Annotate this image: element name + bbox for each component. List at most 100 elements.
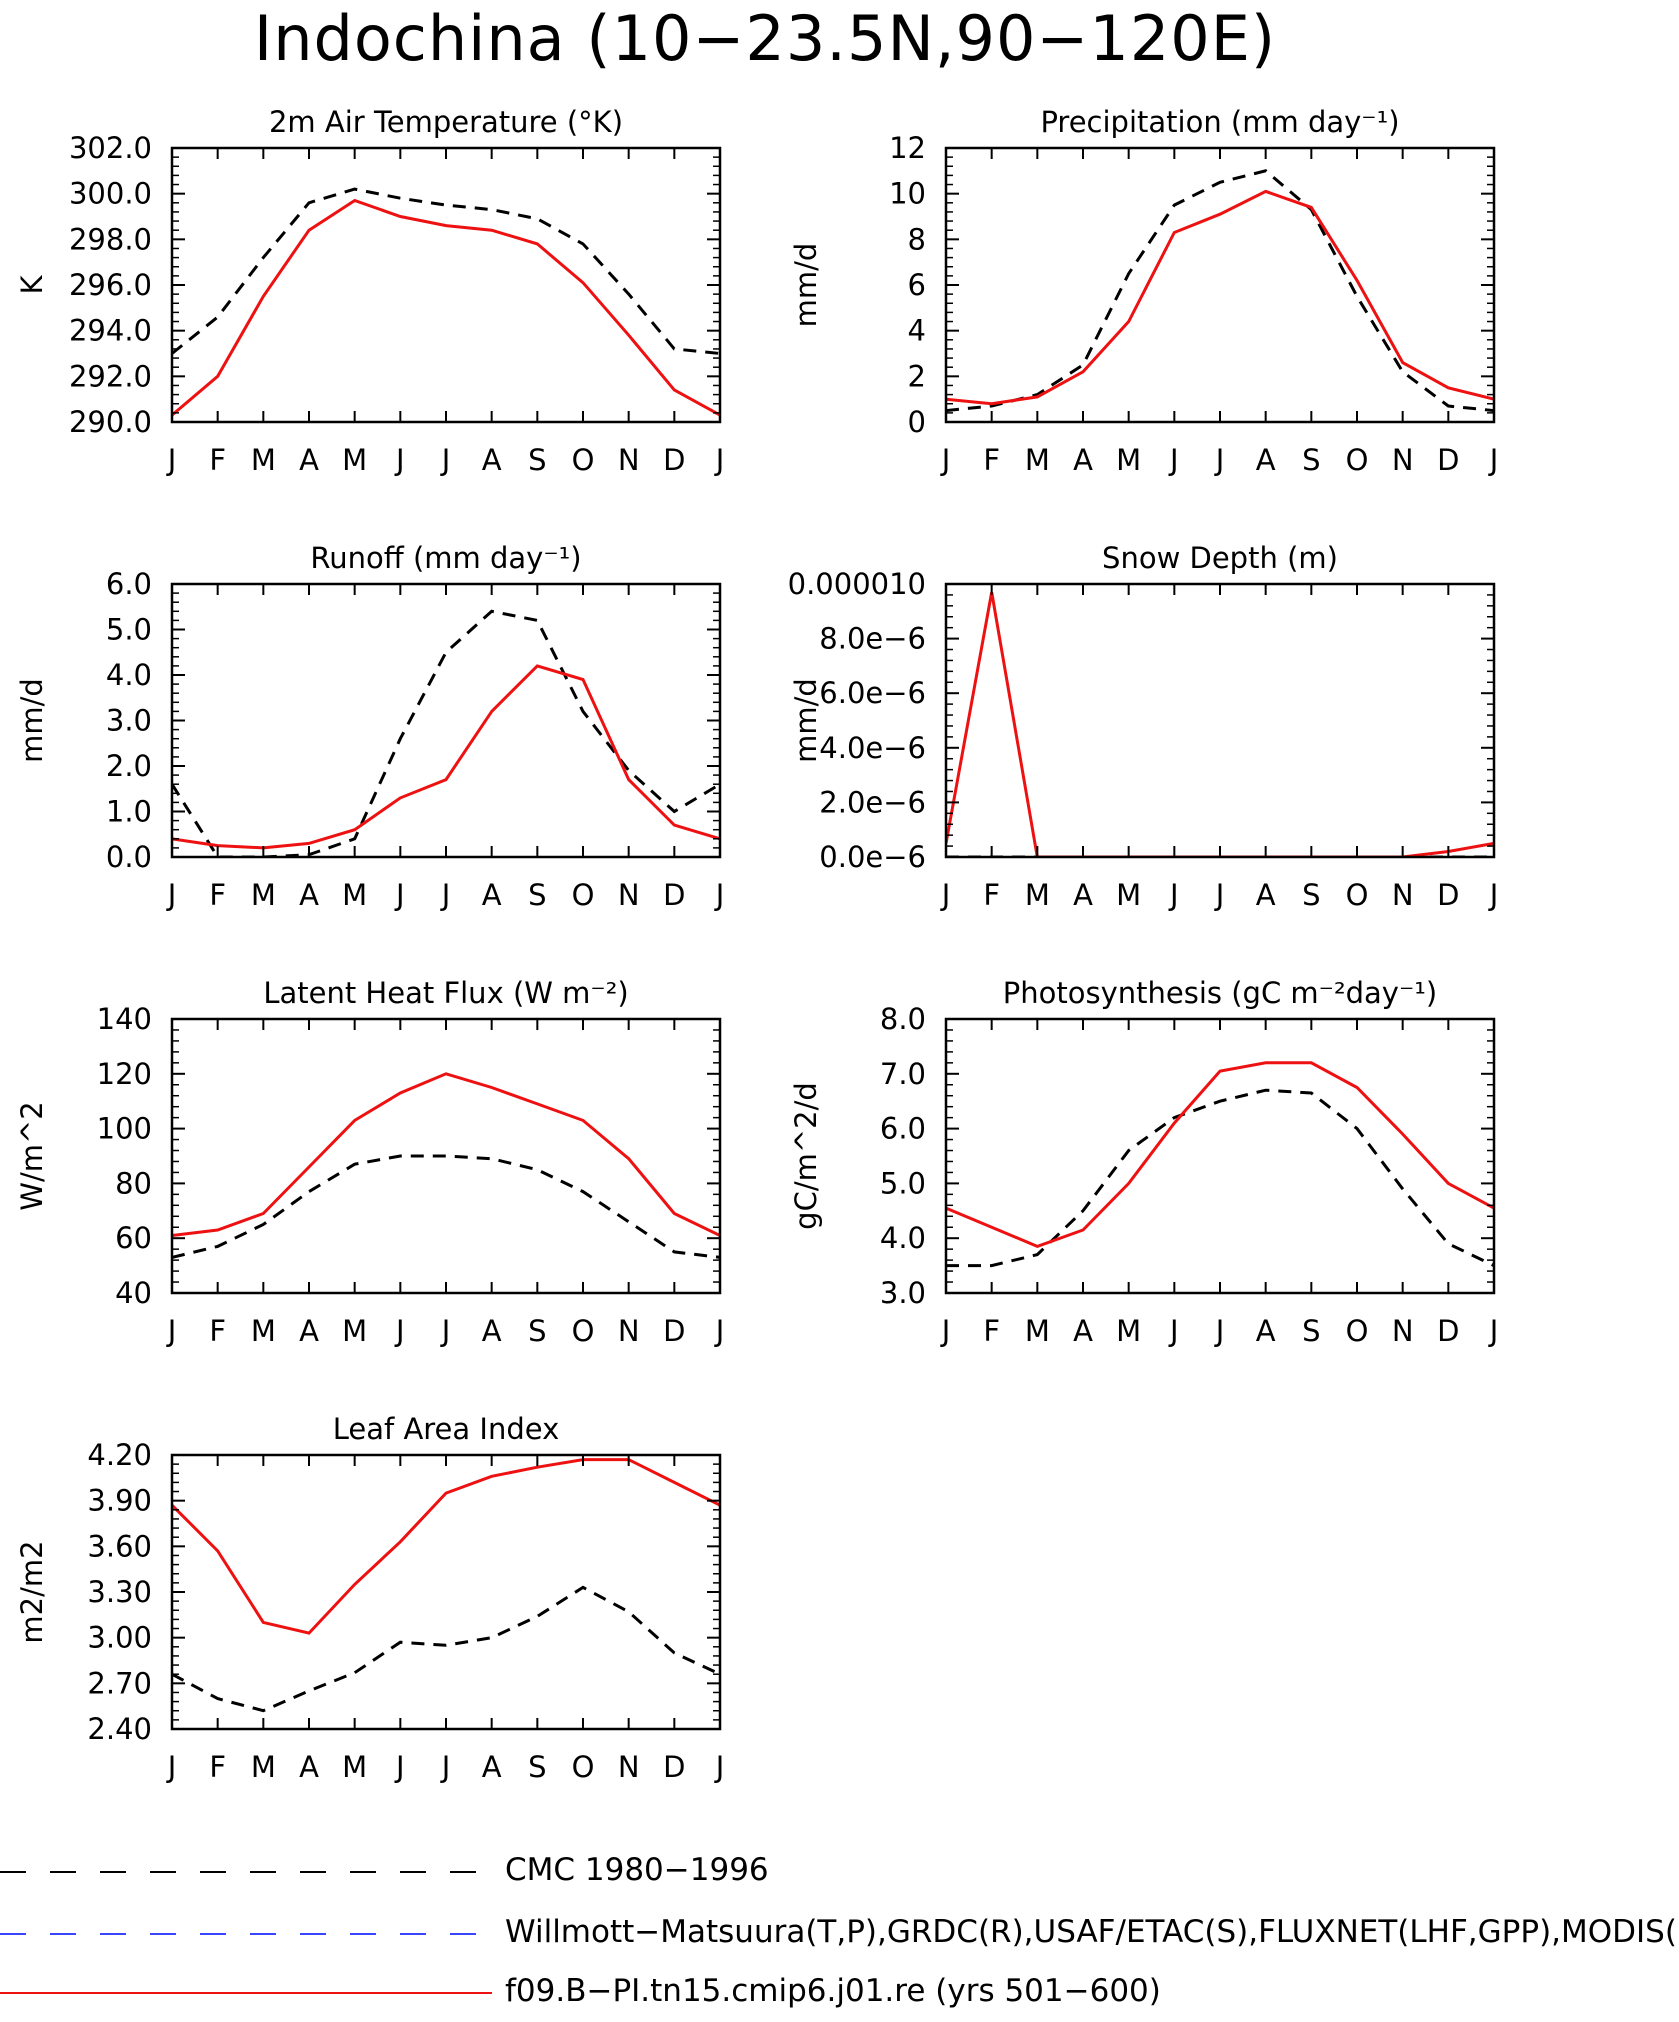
x-tick-label: J	[394, 878, 405, 912]
x-tick-label: J	[1168, 1314, 1179, 1348]
y-tick-label: 300.0	[69, 177, 152, 211]
x-tick-label: M	[251, 878, 276, 912]
x-tick-label: D	[663, 878, 685, 912]
x-tick-label: A	[299, 1750, 319, 1784]
y-tick-label: 2.0	[106, 749, 152, 783]
x-tick-label: M	[1025, 443, 1050, 477]
series-line-obs	[946, 169, 1494, 413]
panel-title: Leaf Area Index	[333, 1412, 559, 1446]
y-tick-label: 60	[115, 1221, 152, 1255]
legend-label-cmc: CMC 1980−1996	[505, 1852, 769, 1888]
chart-panel-6: Photosynthesis (gC m⁻²day⁻¹)gC/m^2/dJ F M A…	[789, 976, 1498, 1348]
x-tick-label: F	[209, 1314, 226, 1348]
x-tick-label: J	[1214, 1314, 1225, 1348]
x-tick-label: O	[1346, 443, 1369, 477]
plot-frame	[170, 582, 722, 859]
panel-title: 2m Air Temperature (°K)	[269, 105, 623, 139]
x-tick-label: F	[209, 1750, 226, 1784]
x-tick-label: A	[482, 1314, 502, 1348]
chart-panel-2: Precipitation (mm day⁻¹)mm/dJ F M A M J J A S O N D…	[789, 105, 1498, 477]
x-tick-label: M	[1025, 1314, 1050, 1348]
y-tick-label: 5.0	[106, 613, 152, 647]
x-tick-label: O	[1346, 1314, 1369, 1348]
y-tick-label: 0.0	[106, 840, 152, 874]
x-tick-label: J	[440, 1750, 451, 1784]
y-tick-label: 5.0	[880, 1166, 926, 1200]
series-line-obs	[172, 1585, 720, 1713]
y-tick-label: 6.0	[106, 567, 152, 601]
x-tick-label: N	[1392, 1314, 1414, 1348]
x-tick-label: J	[1488, 1314, 1499, 1348]
y-tick-label: 3.60	[87, 1529, 152, 1563]
x-tick-label: J	[1168, 443, 1179, 477]
page-title: Indochina (10−23.5N,90−120E)	[253, 2, 1277, 75]
x-tick-label: N	[618, 1750, 640, 1784]
x-tick-label: M	[1116, 443, 1141, 477]
x-tick-label: O	[1346, 878, 1369, 912]
y-axis-label: gC/m^2/d	[789, 1082, 823, 1230]
x-tick-label: M	[342, 443, 367, 477]
x-tick-label: J	[166, 1750, 177, 1784]
y-tick-label: 100	[97, 1112, 152, 1146]
plot-frame	[944, 146, 1496, 424]
y-tick-label: 12	[889, 131, 926, 165]
y-tick-label: 8.0	[880, 1002, 926, 1036]
series-line-model	[946, 1061, 1494, 1249]
y-tick-label: 3.00	[87, 1621, 152, 1655]
y-tick-label: 2.0e−6	[819, 785, 926, 819]
x-tick-label: N	[618, 1314, 640, 1348]
x-tick-label: D	[1437, 878, 1459, 912]
x-tick-label: N	[1392, 878, 1414, 912]
x-tick-label: A	[1073, 443, 1093, 477]
legend-label-obs-sources: Willmott−Matsuura(T,P),GRDC(R),USAF/ETAC…	[505, 1914, 1679, 1950]
series-line-obs	[946, 1088, 1494, 1268]
y-tick-label: 10	[889, 177, 926, 211]
y-tick-label: 290.0	[69, 405, 152, 439]
x-tick-label: J	[166, 1314, 177, 1348]
y-tick-label: 296.0	[69, 268, 152, 302]
x-tick-label: A	[1073, 1314, 1093, 1348]
chart-panel-4: Snow Depth (m)mm/dJ F M A M J J A S O N D J0.0e−62.0…	[788, 541, 1499, 912]
x-tick-label: O	[572, 878, 595, 912]
x-tick-label: A	[299, 878, 319, 912]
y-tick-label: 120	[97, 1057, 152, 1091]
y-tick-label: 302.0	[69, 131, 152, 165]
series-line-model	[172, 664, 720, 850]
y-tick-label: 2.40	[87, 1712, 152, 1746]
x-tick-label: S	[1302, 443, 1320, 477]
x-tick-label: M	[1025, 878, 1050, 912]
x-tick-label: J	[1214, 878, 1225, 912]
series-line-obs	[172, 187, 720, 355]
y-tick-label: 40	[115, 1276, 152, 1310]
chart-panel-3: Runoff (mm day⁻¹)mm/dJ F M A M J J A S O N D J0.01.0…	[15, 541, 724, 912]
panel-title: Precipitation (mm day⁻¹)	[1040, 105, 1399, 139]
x-tick-label: M	[342, 1750, 367, 1784]
y-tick-label: 3.0	[880, 1276, 926, 1310]
x-tick-label: J	[714, 1750, 725, 1784]
x-tick-label: J	[394, 1750, 405, 1784]
x-tick-label: J	[1168, 878, 1179, 912]
x-tick-label: S	[1302, 1314, 1320, 1348]
x-tick-label: F	[983, 1314, 1000, 1348]
x-tick-label: J	[1488, 878, 1499, 912]
x-tick-label: O	[572, 1750, 595, 1784]
y-tick-label: 6.0	[880, 1112, 926, 1146]
y-axis-label: K	[15, 275, 49, 295]
y-tick-label: 3.30	[87, 1575, 152, 1609]
y-axis-label: mm/d	[789, 243, 823, 328]
y-axis-label: W/m^2	[15, 1101, 49, 1210]
y-tick-label: 3.0	[106, 704, 152, 738]
x-tick-label: S	[528, 443, 546, 477]
x-tick-label: F	[209, 878, 226, 912]
plot-frame	[170, 146, 722, 424]
x-tick-label: D	[663, 1750, 685, 1784]
y-axis-label: mm/d	[789, 678, 823, 763]
x-tick-label: F	[983, 878, 1000, 912]
x-tick-label: F	[209, 443, 226, 477]
panel-title: Runoff (mm day⁻¹)	[310, 541, 581, 575]
x-tick-label: M	[1116, 1314, 1141, 1348]
x-tick-label: O	[572, 443, 595, 477]
y-tick-label: 292.0	[69, 359, 152, 393]
y-tick-label: 2.70	[87, 1666, 152, 1700]
